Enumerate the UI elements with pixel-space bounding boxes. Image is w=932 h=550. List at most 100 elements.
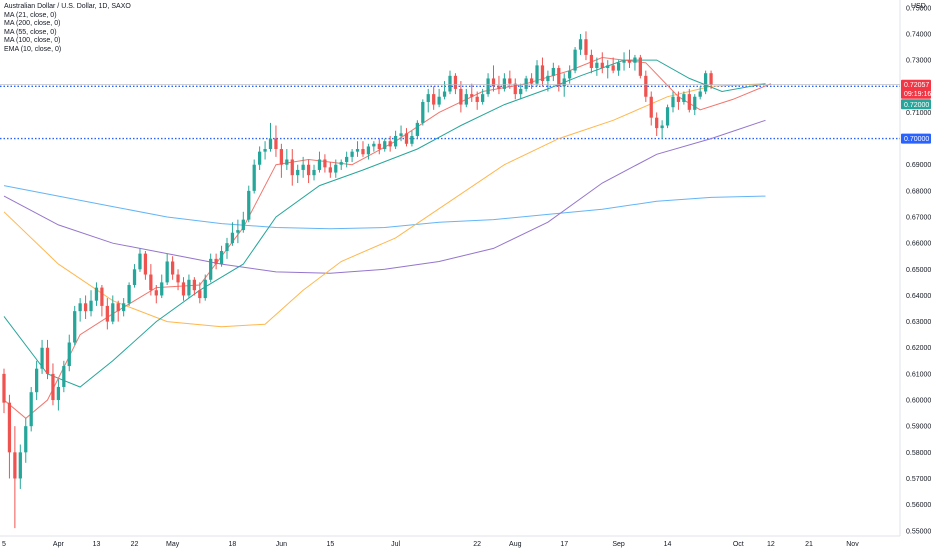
candle <box>236 219 240 244</box>
y-tick-label: 0.71000 <box>906 110 931 117</box>
ma-level-badge: 0.72000 <box>904 102 929 109</box>
candle-body <box>529 78 534 84</box>
candle <box>334 159 338 178</box>
candle <box>306 159 311 184</box>
chart-title: Australian Dollar / U.S. Dollar, 1D, SAX… <box>4 3 131 10</box>
x-tick-label: Oct <box>733 541 744 548</box>
x-tick-label: 5 <box>2 541 6 548</box>
candle-body <box>116 303 120 312</box>
candle <box>296 164 300 184</box>
y-tick-label: 0.56000 <box>906 502 931 509</box>
candle <box>328 162 332 178</box>
candle-body <box>415 122 419 136</box>
candle-body <box>393 135 398 147</box>
legend-ema10[interactable]: EMA (10, close, 0) <box>4 45 62 53</box>
candle-body <box>192 279 196 291</box>
legend-ma200[interactable]: MA (200, close, 0) <box>4 20 61 27</box>
x-tick-label: Apr <box>53 541 65 548</box>
candle <box>274 125 278 157</box>
candle <box>535 60 539 87</box>
candle-body <box>203 279 207 299</box>
candle <box>383 138 387 152</box>
y-tick-label: 0.64000 <box>906 293 931 300</box>
x-tick-label: Sep <box>612 541 625 548</box>
candle-body <box>671 96 675 108</box>
candle-body <box>377 143 381 150</box>
candle-body <box>355 149 360 152</box>
candle-body <box>143 253 148 275</box>
y-tick-label: 0.63000 <box>906 319 931 326</box>
ma-line-0 <box>3 185 766 230</box>
x-tick-label: Nov <box>846 541 859 548</box>
legend-ma100[interactable]: MA (100, close, 0) <box>4 37 61 44</box>
candle <box>442 81 447 100</box>
candle-body <box>644 75 648 97</box>
candle <box>459 81 463 113</box>
candle <box>415 120 419 139</box>
candle <box>143 251 148 280</box>
y-tick-label: 0.67000 <box>906 215 931 222</box>
candle-body <box>181 282 186 296</box>
candle-body <box>432 94 436 105</box>
candle-body <box>568 70 572 79</box>
x-tick-label: Jun <box>276 541 287 548</box>
candle-body <box>209 258 213 280</box>
candle-body <box>442 91 447 97</box>
candle-body <box>317 159 322 170</box>
candle-body <box>459 88 463 105</box>
x-tick-label: 13 <box>93 541 101 548</box>
candle-body <box>219 251 224 265</box>
candle <box>573 47 577 74</box>
candle <box>584 31 588 61</box>
candle-body <box>551 67 555 76</box>
candle <box>312 164 316 181</box>
candle-body <box>236 230 240 233</box>
legend-ma21[interactable]: MA (21, close, 0) <box>4 11 57 19</box>
candle <box>111 295 115 325</box>
candle-body <box>306 164 311 176</box>
candle-body <box>268 138 273 150</box>
candle-body <box>94 287 99 301</box>
candle-body <box>638 57 642 76</box>
candle-body <box>296 169 300 176</box>
candle-body <box>198 290 202 299</box>
chart-legend: Australian Dollar / U.S. Dollar, 1D, SAX… <box>4 3 131 54</box>
candle <box>122 298 126 317</box>
candle-body <box>62 366 66 387</box>
candle-body <box>573 49 577 71</box>
candle-body <box>584 39 588 55</box>
candle <box>252 159 256 194</box>
candle-body <box>595 62 599 68</box>
candle-body <box>633 57 637 63</box>
candle-body <box>383 141 387 150</box>
candle <box>665 104 670 129</box>
candle <box>481 88 485 105</box>
candle-body <box>24 426 28 453</box>
y-tick-label: 0.55000 <box>906 528 931 535</box>
candle <box>241 211 245 233</box>
candle-body <box>388 141 392 147</box>
candle-body <box>334 164 338 173</box>
legend-ma55[interactable]: MA (55, close, 0) <box>4 28 57 36</box>
candle <box>105 298 109 330</box>
candle <box>67 334 71 372</box>
candle <box>568 65 572 84</box>
candle-body <box>486 78 490 95</box>
countdown-badge: 09:19:16 <box>904 91 931 98</box>
candle <box>116 300 120 322</box>
candle-body <box>410 135 414 144</box>
candle-body <box>78 303 82 312</box>
candle-body <box>600 62 604 68</box>
candle-body <box>372 143 376 147</box>
candle-body <box>122 303 126 312</box>
x-tick-label: 15 <box>326 541 334 548</box>
candle <box>138 248 142 272</box>
currency-label: USD <box>911 3 926 10</box>
candle <box>83 295 88 319</box>
candle-body <box>361 149 365 155</box>
candle <box>285 149 289 170</box>
candle-body <box>437 96 441 105</box>
candle <box>89 290 93 317</box>
candle <box>263 141 267 160</box>
